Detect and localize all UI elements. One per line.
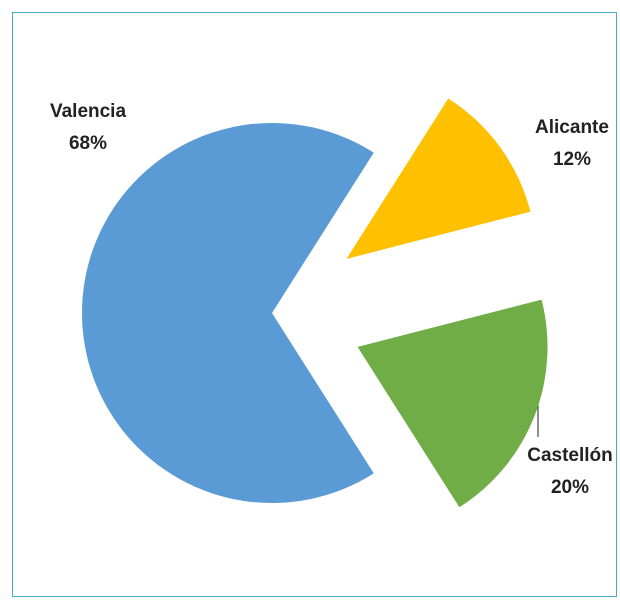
pie-slice [346, 98, 531, 259]
slice-value: 20% [551, 477, 589, 498]
slice-label: Valencia [50, 101, 126, 122]
pie-slice [357, 299, 548, 508]
slice-label: Castellón [527, 445, 613, 466]
slice-label: Alicante [535, 117, 609, 138]
slice-value: 12% [553, 149, 591, 170]
slice-value: 68% [69, 133, 107, 154]
pie-slice [82, 122, 374, 503]
